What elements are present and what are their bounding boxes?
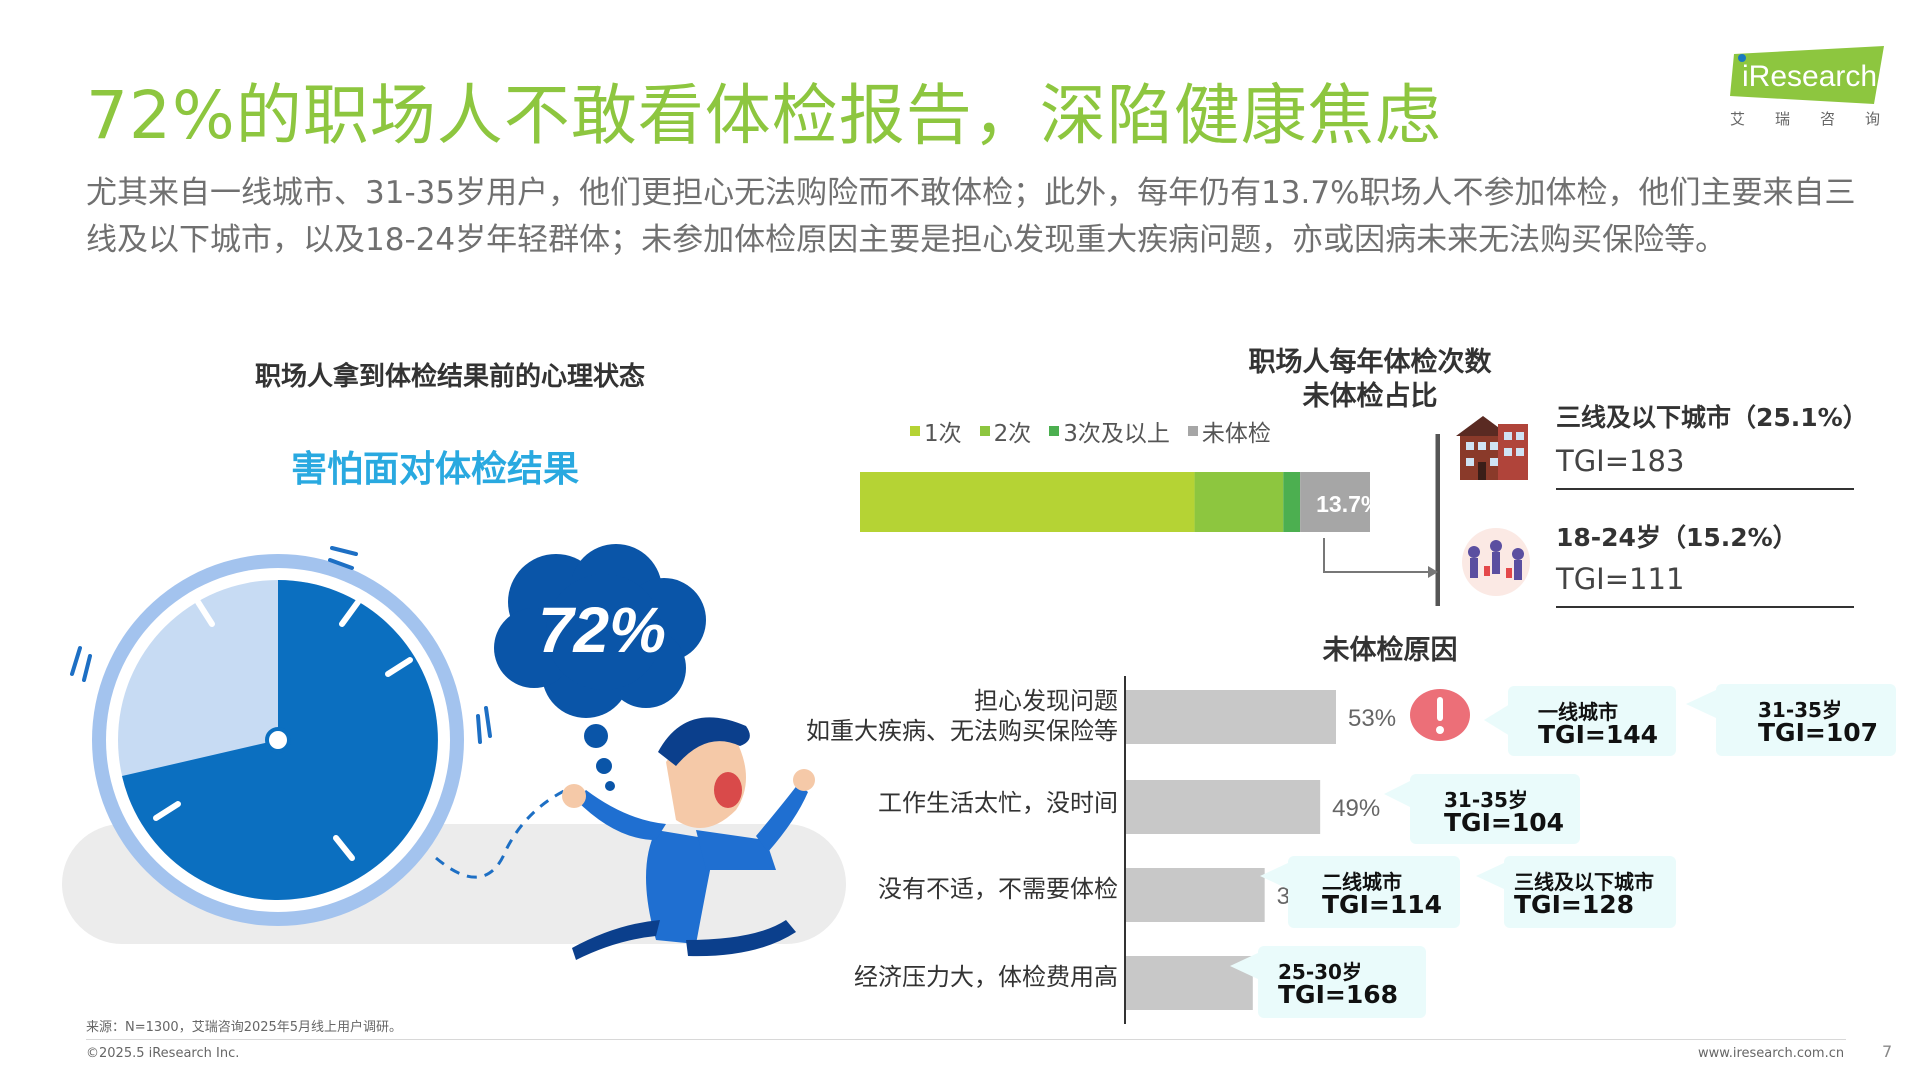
thought-cloud bbox=[494, 544, 706, 791]
tgi-callout: 三线及以下城市 TGI=128 bbox=[1476, 856, 1676, 928]
legend-label: 2次 bbox=[993, 421, 1032, 447]
tgi-callout: 31-35岁 TGI=104 bbox=[1384, 774, 1580, 844]
profile-tgi: TGI=111 bbox=[1556, 562, 1685, 596]
logo-sub-char: 询 bbox=[1864, 110, 1880, 128]
reason-bar-1 bbox=[1126, 690, 1336, 744]
iresearch-logo: iResearch bbox=[1730, 46, 1884, 104]
source-note: 来源：N=1300，艾瑞咨询2025年5月线上用户调研。 bbox=[86, 1020, 403, 1035]
logo-sub-char: 瑞 bbox=[1774, 110, 1790, 128]
callout-label: 31-35岁 bbox=[1758, 698, 1842, 722]
tgi-callout: 25-30岁 TGI=168 bbox=[1230, 946, 1426, 1018]
callout-label: 31-35岁 bbox=[1444, 788, 1528, 812]
reason-bar-3 bbox=[1126, 868, 1265, 922]
callout-pointer bbox=[1686, 690, 1716, 718]
reason-category: 工作生活太忙，没时间 bbox=[878, 789, 1118, 817]
callout-value: TGI=107 bbox=[1758, 718, 1879, 747]
callout-pointer bbox=[1230, 952, 1260, 980]
checkup-chart-subtitle: 未体检占比 bbox=[1302, 381, 1438, 412]
motion-lines bbox=[70, 546, 492, 744]
profile-tgi: TGI=183 bbox=[1556, 444, 1685, 478]
legend-label: 1次 bbox=[924, 421, 962, 447]
profile-label: 18-24岁（15.2%） bbox=[1556, 523, 1798, 552]
callout-pointer bbox=[1384, 780, 1412, 808]
bubble-value: 72% bbox=[538, 594, 666, 666]
footer-url[interactable]: www.iresearch.com.cn bbox=[1698, 1046, 1845, 1061]
stack-segment-4 bbox=[1300, 472, 1370, 532]
legend-item: 未体检 bbox=[1187, 414, 1271, 448]
tgi-callout: 一线城市 TGI=144 bbox=[1484, 686, 1676, 756]
reasons-bar-chart: 53%49%35%32% bbox=[1126, 690, 1396, 1010]
callout-value: TGI=144 bbox=[1538, 720, 1659, 749]
callout-label: 二线城市 bbox=[1322, 870, 1402, 894]
clock-illustration: 72% bbox=[62, 544, 846, 960]
reason-category: 担心发现问题 如重大疾病、无法购买保险等 bbox=[806, 687, 1118, 745]
legend-swatch bbox=[1049, 426, 1060, 436]
callout-value: TGI=104 bbox=[1444, 808, 1565, 837]
logo-subtitle: 艾 瑞 咨 询 bbox=[1730, 108, 1880, 129]
stack-data-label: 13.7% bbox=[1316, 491, 1380, 517]
callout-label: 三线及以下城市 bbox=[1514, 870, 1654, 894]
callout-label: 一线城市 bbox=[1538, 700, 1618, 724]
page-title: 72%的职场人不敢看体检报告，深陷健康焦虑 bbox=[86, 77, 1442, 154]
warning-icon bbox=[1410, 689, 1470, 741]
footer-divider bbox=[86, 1039, 1846, 1040]
logo-sub-char: 咨 bbox=[1819, 110, 1835, 128]
tgi-callout: 31-35岁 TGI=107 bbox=[1686, 684, 1896, 756]
legend-swatch bbox=[910, 426, 920, 436]
reasons-chart-title: 未体检原因 bbox=[1322, 635, 1458, 666]
clock-center bbox=[265, 727, 291, 753]
callout-value: TGI=114 bbox=[1322, 890, 1443, 919]
reason-data-label: 49% bbox=[1332, 795, 1380, 822]
reason-category: 没有不适，不需要体检 bbox=[878, 875, 1118, 903]
page-number: 7 bbox=[1882, 1042, 1893, 1061]
legend-item: 3次及以上 bbox=[1049, 414, 1170, 448]
checkup-legend: 1次 2次 3次及以上 未体检 bbox=[910, 414, 1271, 448]
logo-sub-char: 艾 bbox=[1730, 110, 1746, 128]
checkup-stacked-bar: 13.7% bbox=[860, 472, 1380, 532]
stack-segment-3 bbox=[1283, 472, 1301, 532]
legend-item: 1次 bbox=[910, 414, 962, 448]
legend-swatch bbox=[979, 426, 990, 436]
young-people-icon bbox=[1462, 528, 1530, 596]
page-subtitle: 尤其来自一线城市、31-35岁用户，他们更担心无法购险而不敢体检；此外，每年仍有… bbox=[86, 175, 1856, 258]
running-person bbox=[562, 717, 815, 960]
left-panel-title: 职场人拿到体检结果前的心理状态 bbox=[254, 362, 645, 392]
callout-value: TGI=168 bbox=[1278, 980, 1399, 1009]
legend-label: 未体检 bbox=[1201, 421, 1271, 447]
left-panel-highlight: 害怕面对体检结果 bbox=[290, 449, 579, 490]
legend-swatch bbox=[1187, 426, 1198, 436]
tgi-callout: 二线城市 TGI=114 bbox=[1260, 856, 1460, 928]
clock-ticks bbox=[153, 599, 413, 861]
reason-data-label: 53% bbox=[1348, 705, 1396, 732]
bracket-connector bbox=[1323, 434, 1440, 606]
legend-item: 2次 bbox=[979, 414, 1032, 448]
stack-segment-2 bbox=[1194, 472, 1284, 532]
logo-text: iResearch bbox=[1742, 60, 1877, 93]
legend-label: 3次及以上 bbox=[1063, 421, 1170, 447]
callout-pointer bbox=[1260, 862, 1290, 890]
stack-segment-1 bbox=[860, 472, 1195, 532]
profile-divider bbox=[1556, 606, 1854, 608]
copyright: ©2025.5 iResearch Inc. bbox=[86, 1046, 240, 1061]
callout-pointer bbox=[1476, 862, 1506, 890]
city-buildings-icon bbox=[1456, 416, 1528, 480]
callout-pointer bbox=[1484, 704, 1510, 736]
callout-value: TGI=128 bbox=[1514, 890, 1635, 919]
reason-category: 经济压力大，体检费用高 bbox=[854, 963, 1118, 991]
checkup-chart-title: 职场人每年体检次数 bbox=[1248, 347, 1492, 378]
callout-label: 25-30岁 bbox=[1278, 960, 1362, 984]
reason-bar-2 bbox=[1126, 780, 1321, 834]
dashed-trail bbox=[435, 788, 567, 879]
profile-label: 三线及以下城市（25.1%） bbox=[1556, 403, 1868, 432]
profile-divider bbox=[1556, 488, 1854, 490]
reasons-axis bbox=[1124, 676, 1126, 1024]
